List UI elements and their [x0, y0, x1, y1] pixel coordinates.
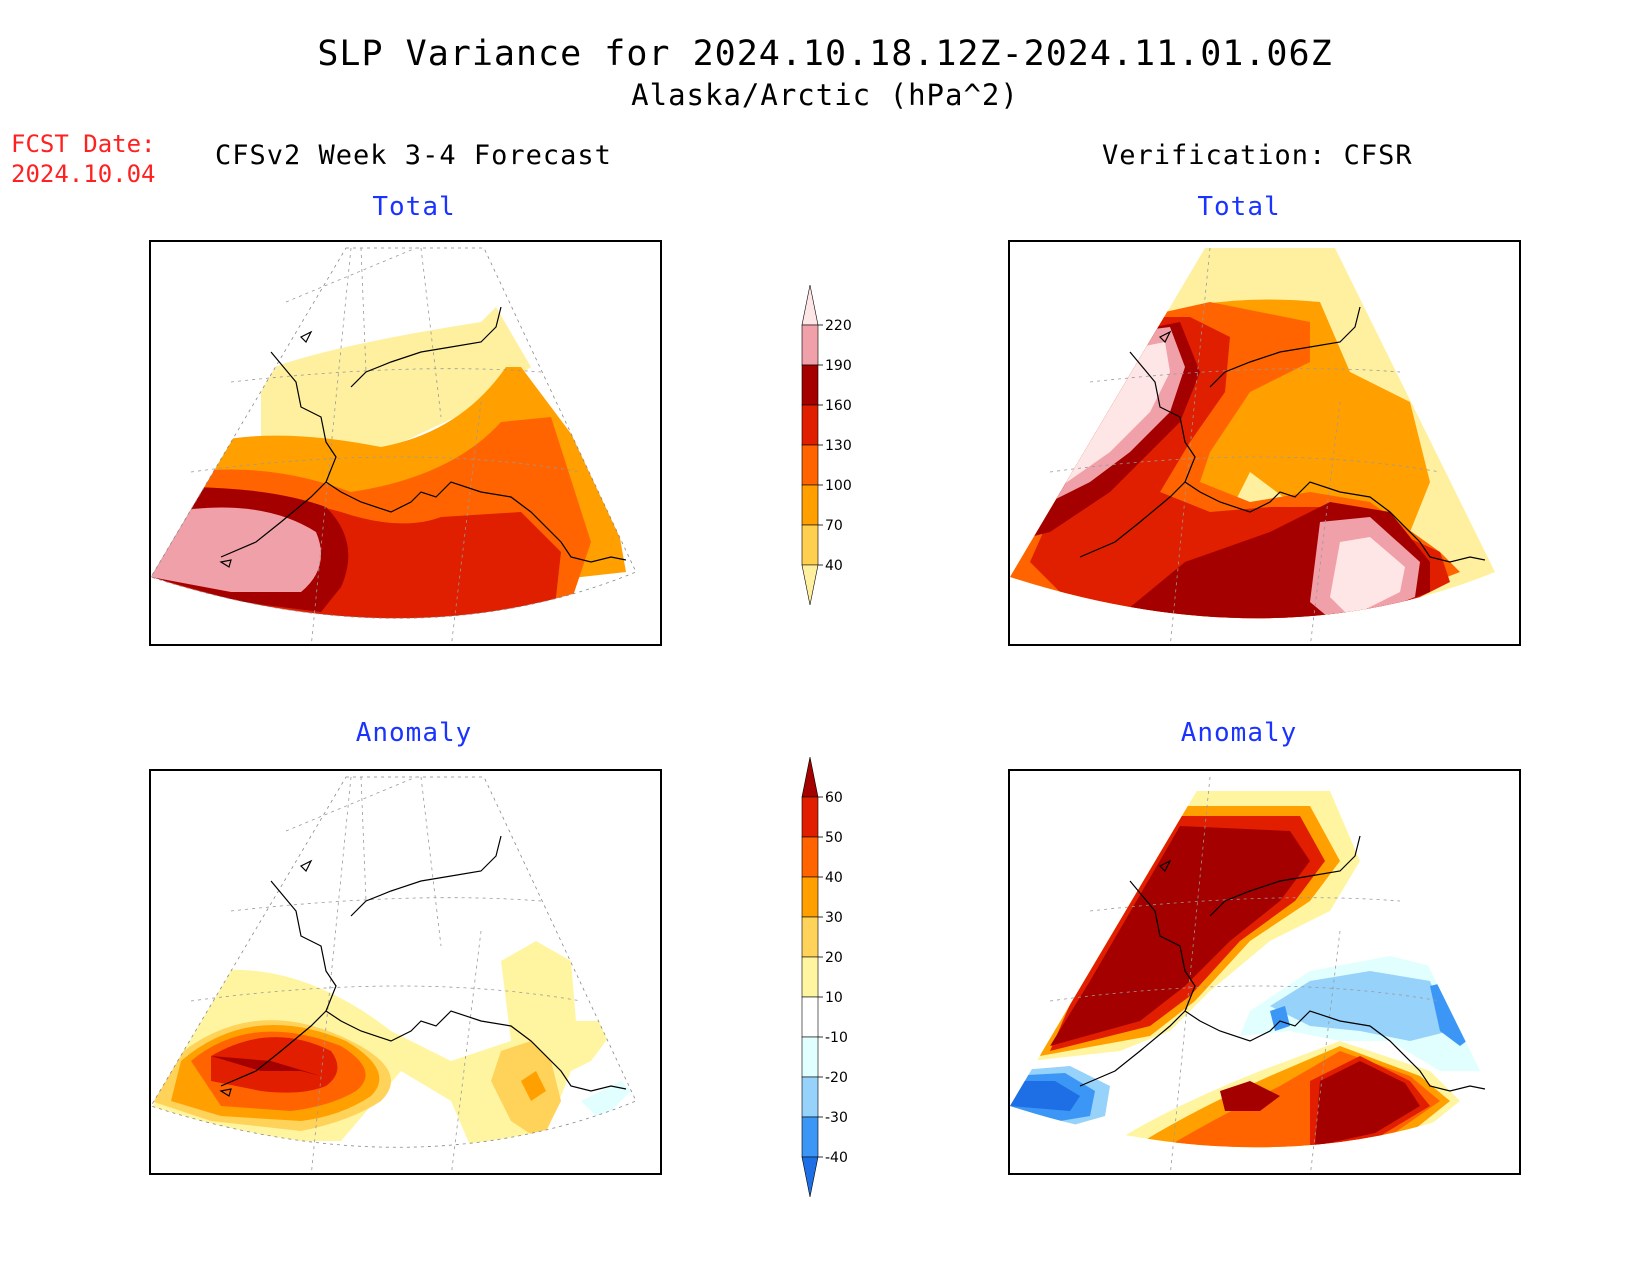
- colorbar-swatch: [801, 1116, 819, 1158]
- colorbar-total: 220 190 160 130 100 70 40: [801, 284, 852, 606]
- colorbar-swatch: [801, 996, 819, 1038]
- colorbar-swatch: [801, 756, 819, 798]
- map-forecast-anomaly-svg: [151, 776, 637, 1173]
- forecast-date-label: FCST Date:: [11, 130, 156, 158]
- panel-title-verification-anomaly: Anomaly: [1180, 718, 1298, 748]
- colorbar-anomaly-labels: 60 50 40 30 20 10 -10 -20 -30 -40: [818, 790, 848, 1166]
- colorbar-swatch: [801, 284, 819, 326]
- colorbar-label: 70: [825, 518, 843, 534]
- colorbar-label: 220: [825, 318, 852, 334]
- colorbar-label: 160: [825, 398, 852, 414]
- colorbar-swatch: [801, 876, 819, 918]
- panel-title-verification-total: Total: [1197, 192, 1281, 222]
- map-verification-total-svg: [1010, 247, 1495, 644]
- colorbar-total-labels: 220 190 160 130 100 70 40: [818, 318, 852, 574]
- colorbar-label: 20: [825, 950, 843, 966]
- colorbar-swatch: [801, 956, 819, 998]
- colorbar-label: -30: [825, 1110, 848, 1126]
- colorbar-label: 190: [825, 358, 852, 374]
- chart-subtitle: Alaska/Arctic (hPa^2): [631, 78, 1019, 112]
- colorbar-swatch: [801, 1076, 819, 1118]
- colorbar-swatch: [801, 324, 819, 366]
- panel-title-forecast-anomaly: Anomaly: [355, 718, 473, 748]
- column-header-verification: Verification: CFSR: [1102, 140, 1413, 171]
- colorbar-swatch: [801, 836, 819, 878]
- map-verification-anomaly: [1008, 769, 1521, 1175]
- column-header-forecast: CFSv2 Week 3-4 Forecast: [215, 140, 612, 171]
- colorbar-label: 130: [825, 438, 852, 454]
- panel-title-forecast-total: Total: [372, 192, 456, 222]
- colorbar-label: 100: [825, 478, 852, 494]
- forecast-date-value: 2024.10.04: [11, 160, 156, 188]
- colorbar-swatch: [801, 484, 819, 526]
- map-forecast-anomaly: [149, 769, 662, 1175]
- colorbar-swatch: [801, 444, 819, 486]
- chart-title: SLP Variance for 2024.10.18.12Z-2024.11.…: [317, 34, 1333, 74]
- colorbar-swatch: [801, 1036, 819, 1078]
- colorbar-swatch: [801, 1156, 819, 1198]
- map-forecast-total: [149, 240, 662, 646]
- colorbar-label: -10: [825, 1030, 848, 1046]
- colorbar-label: -20: [825, 1070, 848, 1086]
- colorbar-swatch: [801, 524, 819, 566]
- colorbar-label: 50: [825, 830, 843, 846]
- colorbar-swatch: [801, 916, 819, 958]
- colorbar-label: 40: [825, 558, 843, 574]
- colorbar-label: -40: [825, 1150, 848, 1166]
- colorbar-anomaly-blocks: [801, 756, 819, 1198]
- colorbar-swatch: [801, 796, 819, 838]
- colorbar-label: 30: [825, 910, 843, 926]
- map-verification-total: [1008, 240, 1521, 646]
- colorbar-swatch: [801, 564, 819, 606]
- colorbar-label: 40: [825, 870, 843, 886]
- colorbar-total-blocks: [801, 284, 819, 606]
- colorbar-label: 60: [825, 790, 843, 806]
- map-verification-anomaly-svg: [1010, 776, 1495, 1173]
- map-forecast-total-svg: [151, 247, 637, 644]
- colorbar-swatch: [801, 364, 819, 406]
- colorbar-swatch: [801, 404, 819, 446]
- colorbar-anomaly: 60 50 40 30 20 10 -10 -20 -30 -40: [801, 756, 848, 1198]
- colorbar-label: 10: [825, 990, 843, 1006]
